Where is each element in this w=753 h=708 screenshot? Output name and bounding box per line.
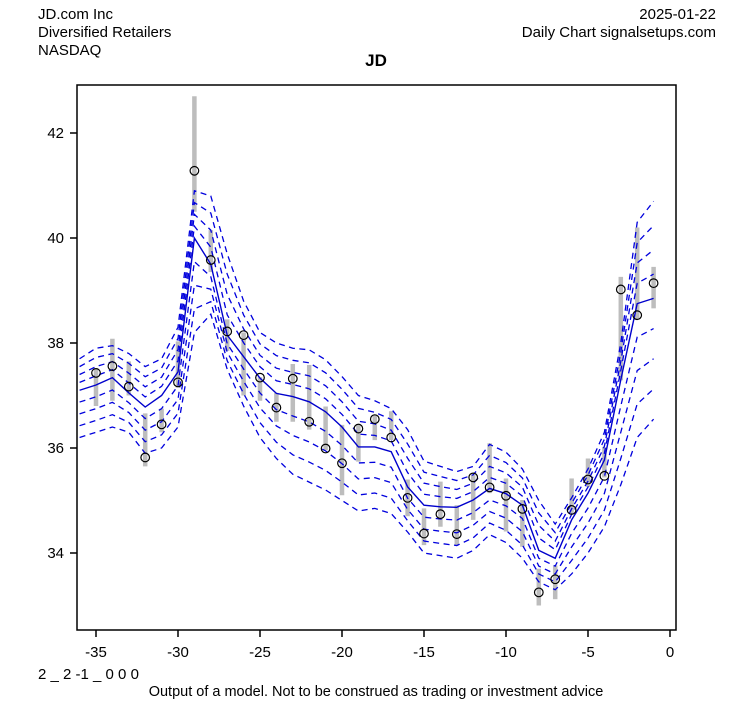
model-median-line xyxy=(79,235,654,560)
model-lower-quantile-line xyxy=(79,284,654,575)
model-lower-quantile-line xyxy=(79,260,654,567)
model-upper-quantile-line xyxy=(79,213,655,543)
disclaimer-text: Output of a model. Not to be construed a… xyxy=(149,684,604,700)
model-lower-quantile-line xyxy=(79,300,655,583)
close-marker xyxy=(238,330,249,341)
model-upper-quantile-line xyxy=(79,189,655,526)
close-marker xyxy=(501,490,511,501)
close-marker xyxy=(615,284,626,295)
close-marker xyxy=(550,574,561,585)
close-marker xyxy=(451,529,462,539)
close-marker xyxy=(533,587,544,598)
x-axis-tick-label: -25 xyxy=(249,644,271,661)
close-marker xyxy=(648,278,659,289)
close-marker xyxy=(583,474,593,485)
chart-title: JD xyxy=(365,51,387,70)
x-axis-tick-label: -30 xyxy=(167,644,189,661)
close-marker xyxy=(517,504,528,514)
close-marker xyxy=(320,443,331,454)
close-marker xyxy=(386,432,397,443)
close-marker xyxy=(255,372,265,383)
y-axis-tick-label: 36 xyxy=(47,440,64,457)
close-marker xyxy=(435,509,446,520)
x-axis-tick-label: -20 xyxy=(331,644,353,661)
x-axis-tick-label: 0 xyxy=(666,644,674,661)
close-marker xyxy=(123,381,134,392)
close-marker xyxy=(222,326,233,337)
close-marker xyxy=(566,505,577,515)
x-axis-tick-label: -15 xyxy=(413,644,435,661)
close-marker xyxy=(369,414,380,425)
y-axis-tick-label: 42 xyxy=(47,125,64,142)
close-marker xyxy=(484,482,495,493)
model-code: 2 _ 2 -1 _ 0 0 0 xyxy=(38,666,139,683)
close-marker xyxy=(205,255,216,265)
plot-area: 34 36 38 40 42 -35 -30 -25 -20 -15 -10 -5 0 xyxy=(47,84,677,661)
company-name: JD.com Inc xyxy=(38,6,114,23)
close-marker xyxy=(402,492,413,503)
industry-label: Diversified Retailers xyxy=(38,24,171,41)
close-marker xyxy=(468,472,479,483)
exchange-label: NASDAQ xyxy=(38,42,101,59)
plot-border xyxy=(76,84,677,631)
y-axis-tick-label: 38 xyxy=(47,335,64,352)
x-axis-tick-label: -35 xyxy=(85,644,107,661)
close-marker xyxy=(337,458,347,469)
model-lower-quantile-line xyxy=(79,312,655,591)
x-axis-tick-label: -10 xyxy=(495,644,517,661)
close-marker xyxy=(632,310,643,321)
model-upper-quantile-line xyxy=(79,201,655,534)
close-marker xyxy=(189,165,200,176)
x-axis-tick-label: -5 xyxy=(581,644,594,661)
model-upper-quantile-line xyxy=(79,224,654,551)
close-marker xyxy=(353,423,364,434)
close-marker xyxy=(173,377,183,388)
close-marker xyxy=(599,470,610,481)
close-marker xyxy=(287,373,298,384)
y-axis-tick-label: 40 xyxy=(47,230,64,247)
close-marker xyxy=(419,528,429,539)
close-marker xyxy=(304,416,315,427)
close-marker xyxy=(156,419,167,430)
close-marker xyxy=(140,452,151,463)
y-axis-tick-label: 34 xyxy=(47,545,64,562)
chart-date: 2025-01-22 xyxy=(639,6,716,23)
chart-source: Daily Chart signalsetups.com xyxy=(522,24,716,41)
close-marker xyxy=(107,361,118,372)
close-marker xyxy=(91,368,101,378)
close-marker xyxy=(271,402,282,413)
